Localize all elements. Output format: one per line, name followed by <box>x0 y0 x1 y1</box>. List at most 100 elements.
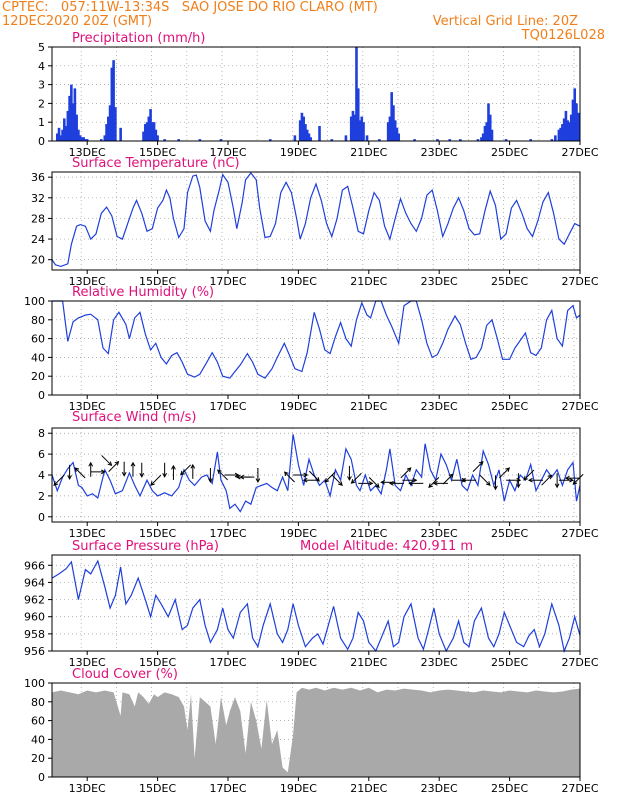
wind-arrow <box>408 480 424 486</box>
y-tick-label: 40 <box>31 733 45 746</box>
x-tick-label: 27DEC <box>561 400 598 413</box>
wind-arrow-shaft <box>472 461 484 472</box>
precip-bar <box>476 139 480 141</box>
panel-2: Relative Humidity (%) 0 20 40 60 80 100 13DEC 15… <box>24 285 599 413</box>
wind-arrow-head <box>53 481 59 486</box>
wind-arrow-shaft <box>74 467 86 479</box>
y-tick-label: 966 <box>24 559 45 572</box>
wind-arrow <box>53 474 65 486</box>
wind-arrow-head <box>217 469 222 475</box>
precip-bar <box>142 131 145 141</box>
wind-arrow <box>564 475 580 481</box>
wind-arrow-shaft <box>428 477 440 488</box>
wind-arrow-head <box>315 477 320 482</box>
x-tick-label: 21DEC <box>350 400 387 413</box>
precip-bar <box>344 135 348 141</box>
wind-arrow-shaft <box>523 469 535 481</box>
precip-bar <box>143 124 147 141</box>
x-tick-label: 15DEC <box>139 146 176 159</box>
wind-arrow-head <box>505 467 511 472</box>
panel-5: Cloud Cover (%) 0 20 40 60 80 100 13DEC 15DEC 17D… <box>24 667 599 795</box>
header-grid-line-note: Vertical Grid Line: 20Z <box>432 14 578 29</box>
wind-arrow-head <box>388 480 394 486</box>
wind-arrow <box>479 474 491 486</box>
wind-arrow-head <box>235 474 241 480</box>
y-tick-label: 3 <box>38 79 45 92</box>
wind-arrow-head <box>448 473 454 479</box>
precip-bar <box>557 129 561 141</box>
wind-arrow <box>171 464 176 480</box>
wind-arrow-head <box>114 460 120 466</box>
precip-bar <box>559 127 562 141</box>
wind-arrow-head <box>554 483 560 489</box>
precip-bar <box>309 137 313 141</box>
wind-arrow <box>162 462 168 478</box>
x-tick-label: 19DEC <box>280 275 317 288</box>
wind-arrow-shaft <box>442 473 454 485</box>
precip-bar <box>99 139 103 141</box>
precip-bar <box>152 122 156 141</box>
precip-bar <box>390 92 393 141</box>
y-tick-label: 964 <box>24 576 45 589</box>
x-tick-label: 19DEC <box>280 400 317 413</box>
precip-bar <box>566 120 569 141</box>
precip-bar <box>110 67 114 141</box>
precip-bar <box>156 135 159 141</box>
wind-arrow-shaft <box>101 455 112 466</box>
y-tick-label: 2 <box>38 97 45 110</box>
x-tick-label: 19DEC <box>280 527 317 540</box>
wind-arrow <box>402 477 418 483</box>
precip-bar <box>360 116 364 141</box>
wind-arrow-head <box>100 469 106 475</box>
x-tick-label: 13DEC <box>69 275 106 288</box>
x-tick-label: 13DEC <box>69 400 106 413</box>
wind-arrow <box>554 473 560 489</box>
y-tick-label: 20 <box>31 370 45 383</box>
x-tick-label: 23DEC <box>421 527 458 540</box>
precip-bar <box>554 135 557 141</box>
x-tick-label: 25DEC <box>491 782 528 795</box>
panel-frame <box>51 171 581 271</box>
wind-arrow <box>293 472 309 478</box>
precip-bar <box>298 120 302 141</box>
precip-bar <box>562 118 566 141</box>
precip-bar <box>63 118 66 141</box>
wind-arrow-head <box>234 472 240 478</box>
x-tick-label: 27DEC <box>561 527 598 540</box>
y-tick-label: 20 <box>31 752 45 765</box>
wind-arrow <box>400 467 412 479</box>
wind-arrow <box>558 477 574 483</box>
precip-bar <box>112 60 115 141</box>
wind-arrow-head <box>380 479 385 485</box>
wind-arrow-head <box>375 483 380 489</box>
precip-bar <box>68 95 71 141</box>
y-tick-label: 0 <box>38 511 45 524</box>
wind-arrow-shaft <box>108 461 119 472</box>
wind-arrow <box>432 480 448 486</box>
precip-bar <box>147 116 151 141</box>
wind-arrow-head <box>162 473 168 478</box>
precip-bar <box>219 139 223 141</box>
wind-arrow-head <box>428 483 433 489</box>
series-line <box>52 300 581 379</box>
x-tick-label: 23DEC <box>421 146 458 159</box>
wind-arrow-head <box>485 481 491 486</box>
y-tick-label: 5 <box>38 41 45 54</box>
precip-bar <box>353 114 357 141</box>
x-tick-label: 15DEC <box>139 656 176 669</box>
precip-bar <box>561 124 564 141</box>
x-tick-label: 23DEC <box>421 400 458 413</box>
y-tick-label: 956 <box>24 645 45 658</box>
precip-bar <box>105 124 108 141</box>
panel-title: Relative Humidity (%) <box>72 285 214 300</box>
precip-bar <box>75 114 78 141</box>
precip-bar <box>483 125 487 141</box>
wind-arrow <box>121 461 127 477</box>
wind-arrow <box>428 477 440 489</box>
precip-bar <box>355 47 358 141</box>
precip-bar <box>488 114 492 141</box>
precip-bar <box>573 88 577 141</box>
precip-bar <box>393 120 397 141</box>
precip-bar <box>436 139 439 141</box>
precip-bar <box>151 122 154 141</box>
